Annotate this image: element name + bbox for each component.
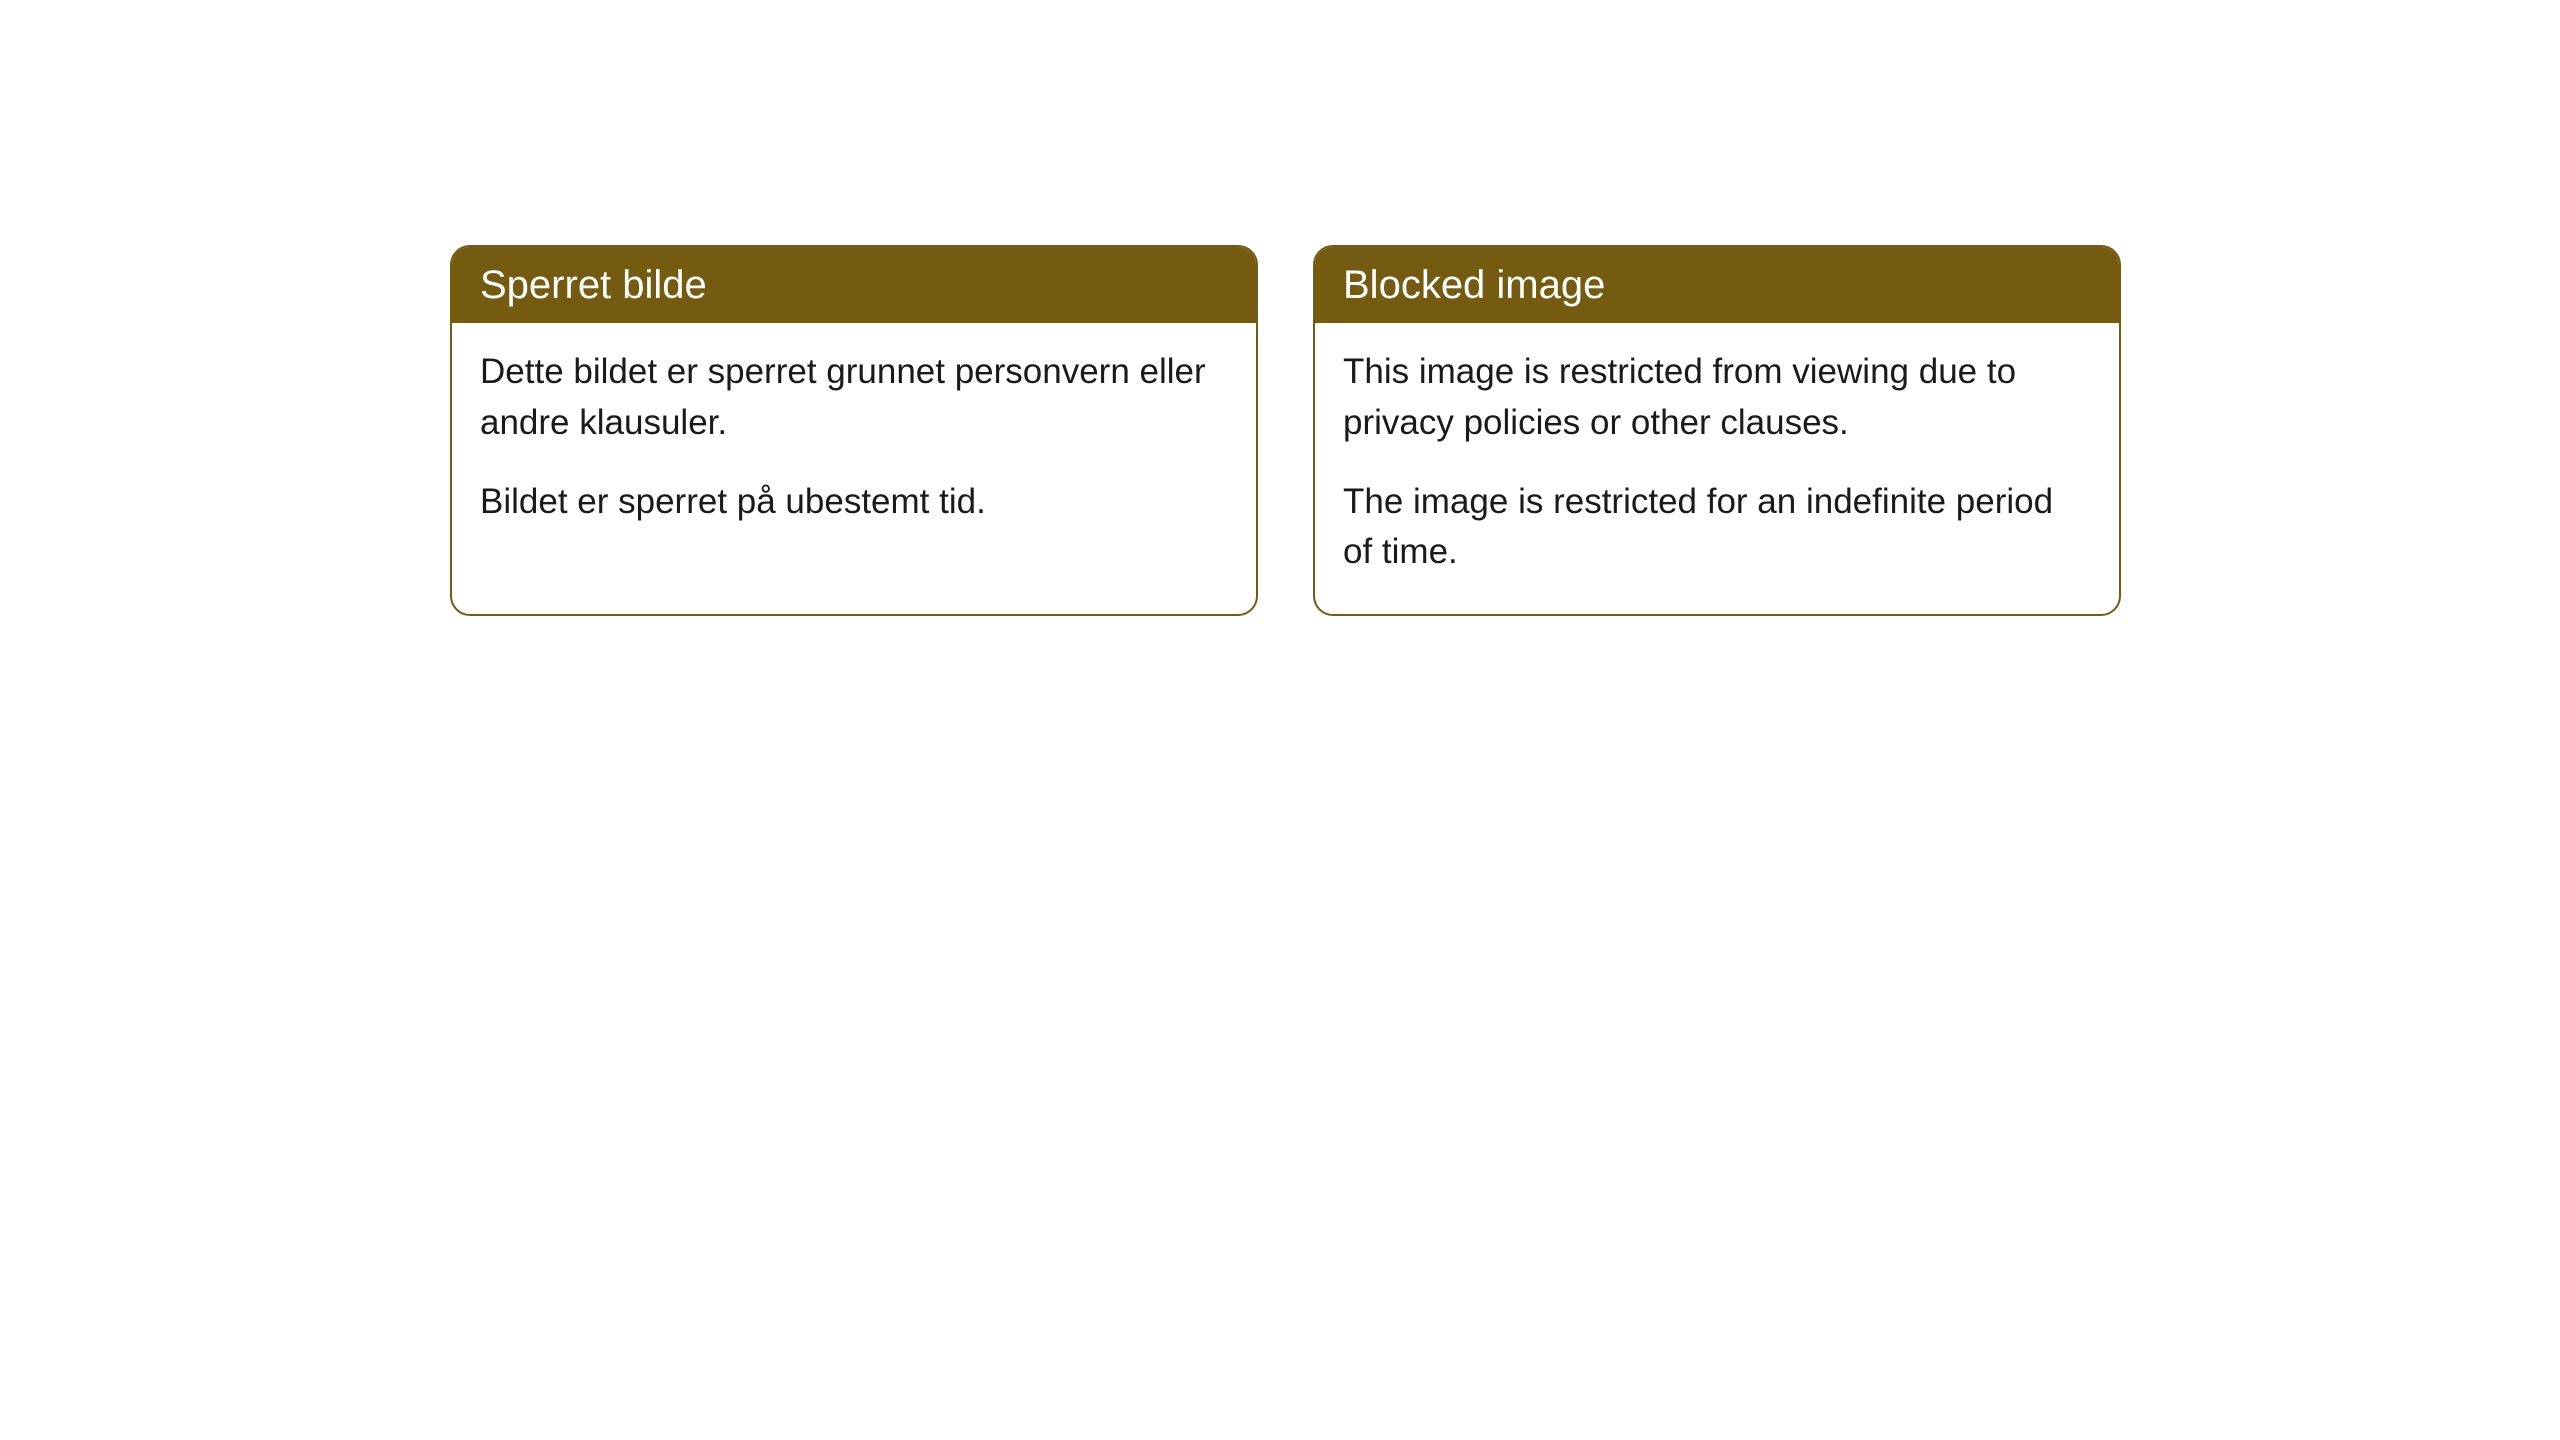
- notice-container: Sperret bilde Dette bildet er sperret gr…: [0, 0, 2560, 616]
- card-body: Dette bildet er sperret grunnet personve…: [452, 323, 1256, 563]
- card-title: Sperret bilde: [480, 263, 707, 307]
- card-paragraph: This image is restricted from viewing du…: [1343, 347, 2091, 449]
- card-title: Blocked image: [1343, 263, 1605, 307]
- blocked-image-card-no: Sperret bilde Dette bildet er sperret gr…: [450, 245, 1258, 616]
- card-paragraph: Bildet er sperret på ubestemt tid.: [480, 477, 1228, 528]
- card-paragraph: The image is restricted for an indefinit…: [1343, 477, 2091, 579]
- card-header: Blocked image: [1315, 247, 2119, 323]
- card-header: Sperret bilde: [452, 247, 1256, 323]
- card-paragraph: Dette bildet er sperret grunnet personve…: [480, 347, 1228, 449]
- card-body: This image is restricted from viewing du…: [1315, 323, 2119, 614]
- blocked-image-card-en: Blocked image This image is restricted f…: [1313, 245, 2121, 616]
